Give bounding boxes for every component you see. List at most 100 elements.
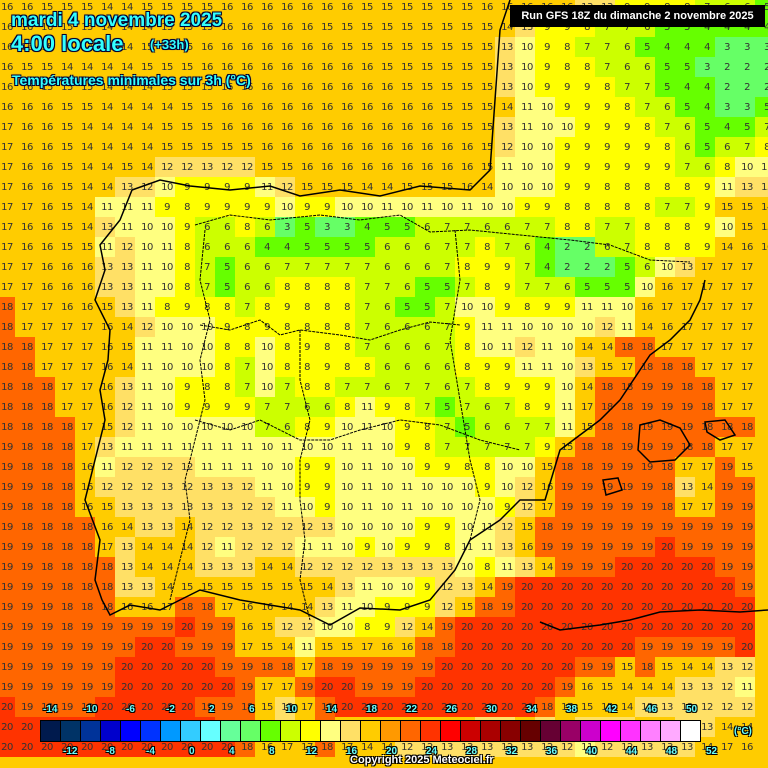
field-cell: [595, 97, 615, 117]
temperature-value: 14: [81, 142, 93, 153]
temperature-value: 19: [581, 502, 593, 513]
temperature-value: 8: [424, 442, 430, 453]
temperature-value: 10: [381, 462, 393, 473]
temperature-value: 14: [101, 122, 113, 133]
temperature-value: 19: [241, 662, 253, 673]
field-cell: [35, 0, 55, 17]
field-cell: [35, 57, 55, 77]
temperature-value: 20: [741, 622, 753, 633]
temperature-value: 8: [224, 362, 230, 373]
field-cell: [535, 137, 555, 157]
temperature-value: 18: [61, 502, 73, 513]
legend-label-top: 30: [486, 704, 498, 715]
legend-unit: (°C): [734, 726, 752, 737]
temperature-value: 4: [664, 42, 670, 53]
temperature-value: 17: [701, 362, 713, 373]
temperature-value: 16: [201, 42, 213, 53]
temperature-value: 20: [21, 722, 33, 733]
temperature-value: 15: [81, 102, 93, 113]
temperature-value: 4: [704, 82, 710, 93]
field-cell: [115, 57, 135, 77]
temperature-value: 20: [581, 642, 593, 653]
temperature-value: 15: [421, 22, 433, 33]
temperature-value: 15: [661, 662, 673, 673]
temperature-value: 20: [581, 602, 593, 613]
temperature-value: 13: [201, 162, 213, 173]
temperature-value: 14: [121, 142, 133, 153]
temperature-value: 4: [364, 222, 370, 233]
field-cell: [615, 157, 635, 177]
temperature-value: 20: [501, 702, 513, 713]
temperature-value: 18: [81, 542, 93, 553]
temperature-value: 5: [744, 122, 750, 133]
temperature-value: 17: [721, 402, 733, 413]
temperature-value: 10: [641, 282, 653, 293]
temperature-value: 16: [321, 162, 333, 173]
temperature-value: 5: [424, 302, 430, 313]
temperature-value: 15: [181, 102, 193, 113]
temperature-value: 9: [444, 462, 450, 473]
temperature-value: 5: [684, 22, 690, 33]
temperature-value: 19: [21, 702, 33, 713]
temperature-value: 11: [221, 542, 233, 553]
temperature-value: 20: [161, 742, 173, 753]
temperature-value: 12: [501, 142, 513, 153]
temperature-value: 14: [61, 62, 73, 73]
temperature-value: 20: [601, 582, 613, 593]
temperature-value: 13: [241, 562, 253, 573]
temperature-value: 12: [601, 322, 613, 333]
temperature-value: 10: [541, 142, 553, 153]
temperature-value: 11: [221, 442, 233, 453]
temperature-value: 19: [641, 402, 653, 413]
temperature-value: 16: [41, 202, 53, 213]
temperature-value: 20: [561, 602, 573, 613]
temperature-value: 4: [544, 262, 550, 273]
temperature-value: 19: [101, 662, 113, 673]
temperature-value: 7: [284, 402, 290, 413]
temperature-value: 16: [361, 82, 373, 93]
temperature-value: 14: [121, 82, 133, 93]
temperature-value: 15: [601, 362, 613, 373]
temperature-value: 16: [581, 682, 593, 693]
temperature-value: 16: [21, 242, 33, 253]
field-cell: [555, 157, 575, 177]
temperature-value: 18: [41, 442, 53, 453]
temperature-value: 6: [264, 282, 270, 293]
temperature-value: 2: [744, 62, 750, 73]
field-cell: [515, 37, 535, 57]
temperature-value: 10: [181, 322, 193, 333]
temperature-value: 20: [721, 602, 733, 613]
field-cell: [635, 57, 655, 77]
temperature-value: 17: [581, 402, 593, 413]
legend-label-top: 18: [366, 704, 378, 715]
temperature-value: 13: [121, 282, 133, 293]
temperature-value: 18: [61, 442, 73, 453]
temperature-value: 8: [224, 382, 230, 393]
temperature-value: 16: [281, 2, 293, 13]
temperature-value: 18: [621, 342, 633, 353]
temperature-value: 11: [141, 202, 153, 213]
field-cell: [95, 37, 115, 57]
temperature-value: 8: [724, 162, 730, 173]
temperature-value: 11: [381, 202, 393, 213]
temperature-value: 14: [581, 342, 593, 353]
temperature-value: 19: [221, 702, 233, 713]
temperature-value: 7: [444, 422, 450, 433]
temperature-value: 16: [301, 142, 313, 153]
legend-swatch: [261, 721, 281, 741]
temperature-value: 11: [561, 422, 573, 433]
temperature-value: 12: [121, 422, 133, 433]
temperature-value: 5: [684, 62, 690, 73]
temperature-value: 13: [701, 682, 713, 693]
temperature-value: 10: [341, 202, 353, 213]
temperature-value: 16: [21, 42, 33, 53]
temperature-value: 15: [721, 202, 733, 213]
model-run-label: Run GFS 18Z du dimanche 2 novembre 2025: [510, 5, 765, 27]
temperature-value: 7: [764, 122, 768, 133]
temperature-value: 11: [301, 642, 313, 653]
temperature-value: 20: [701, 582, 713, 593]
temperature-value: 14: [101, 82, 113, 93]
legend-label-bottom: 40: [586, 746, 598, 757]
temperature-value: 18: [661, 362, 673, 373]
temperature-value: 15: [221, 142, 233, 153]
